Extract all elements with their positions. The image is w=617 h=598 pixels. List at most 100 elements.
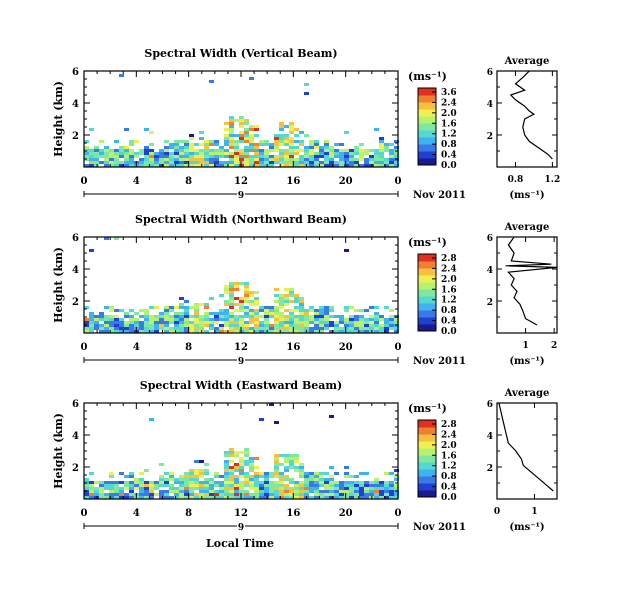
heatmap-cell [284,487,289,490]
heatmap-cell [214,321,219,324]
heatmap-cell [119,324,124,327]
heatmap-cell [379,152,384,155]
heatmap-cell [299,469,304,472]
heatmap-cell [324,155,329,158]
heatmap-cell [279,484,284,487]
average-frame [496,402,558,500]
heatmap-cell [219,146,224,149]
heatmap-cell [289,122,294,125]
heatmap-cell [344,306,349,309]
colorbar-swatch [418,490,436,498]
heatmap-cell [264,315,269,318]
heatmap-cell [344,496,349,499]
heatmap-cell [244,454,249,457]
heatmap-cell [389,327,394,330]
heatmap-cell [249,134,254,137]
heatmap-cell [254,487,259,490]
heatmap-cell [224,161,229,164]
heatmap-cell [149,490,154,493]
colorbar-swatch [418,448,436,456]
colorbar-swatch [418,109,436,117]
heatmap-cell [224,493,229,496]
heatmap-cell [284,288,289,291]
heatmap-cell [334,143,339,146]
heatmap-cell [279,125,284,128]
heatmap-cell [254,149,259,152]
colorbar-swatch [418,296,436,304]
heatmap-cell [129,487,134,490]
heatmap-cell [394,330,399,333]
heatmap-cell [354,484,359,487]
heatmap-cell [204,490,209,493]
heatmap-cell [94,496,99,499]
heatmap-cell [84,484,89,487]
heatmap-cell [229,152,234,155]
x-axis-label: Local Time [206,537,274,550]
heatmap-cell [164,478,169,481]
heatmap-cell [299,149,304,152]
heatmap-cell [254,457,259,460]
heatmap-cell [109,149,114,152]
heatmap-cell [259,152,264,155]
heatmap-cell [279,496,284,499]
heatmap-cell [199,315,204,318]
heatmap-cell [274,321,279,324]
heatmap-cell [284,327,289,330]
heatmap-cell [124,493,129,496]
heatmap-cell [314,315,319,318]
heatmap-cell [204,487,209,490]
heatmap-cell [309,327,314,330]
heatmap-cell [254,312,259,315]
heatmap-cell [379,481,384,484]
heatmap-cell [154,330,159,333]
heatmap-cell [369,490,374,493]
heatmap-cell [119,149,124,152]
heatmap-cell [99,493,104,496]
colorbar-tick-label: 1.6 [441,119,457,129]
heatmap-cell [289,454,294,457]
heatmap-cell [294,140,299,143]
heatmap-cell [124,146,129,149]
heatmap-cell [289,161,294,164]
heatmap-cell [354,493,359,496]
heatmap-cell [214,315,219,318]
heatmap-cell [339,143,344,146]
heatmap-cell [239,306,244,309]
heatmap-cell [344,161,349,164]
heatmap-cell [264,496,269,499]
heatmap-cell [279,481,284,484]
heatmap-cell [359,152,364,155]
heatmap-cell [159,161,164,164]
heatmap-cell [169,321,174,324]
heatmap-cell [109,475,114,478]
heatmap-cell [199,493,204,496]
date-label: Nov 2011 [413,522,466,533]
heatmap-cell [234,297,239,300]
heatmap-cell [389,309,394,312]
heatmap-cell [364,493,369,496]
heatmap-cell [224,451,229,454]
heatmap-cell [194,161,199,164]
heatmap-cell [204,306,209,309]
heatmap-cell [254,146,259,149]
heatmap-cell [149,143,154,146]
heatmap-cell [259,481,264,484]
heatmap-cell [189,134,194,137]
heatmap-cell [194,478,199,481]
heatmap-cell [99,324,104,327]
heatmap-cell [149,487,154,490]
heatmap-cell [289,152,294,155]
heatmap-cell [114,484,119,487]
heatmap-cell [159,490,164,493]
heatmap-cell [329,161,334,164]
heatmap-cell [284,490,289,493]
heatmap-cell [239,297,244,300]
heatmap-cell [304,472,309,475]
heatmap-cell [129,161,134,164]
heatmap-cell [89,327,94,330]
heatmap-cell [154,481,159,484]
heatmap-cell [349,493,354,496]
heatmap-cell [159,149,164,152]
heatmap-cell [269,149,274,152]
